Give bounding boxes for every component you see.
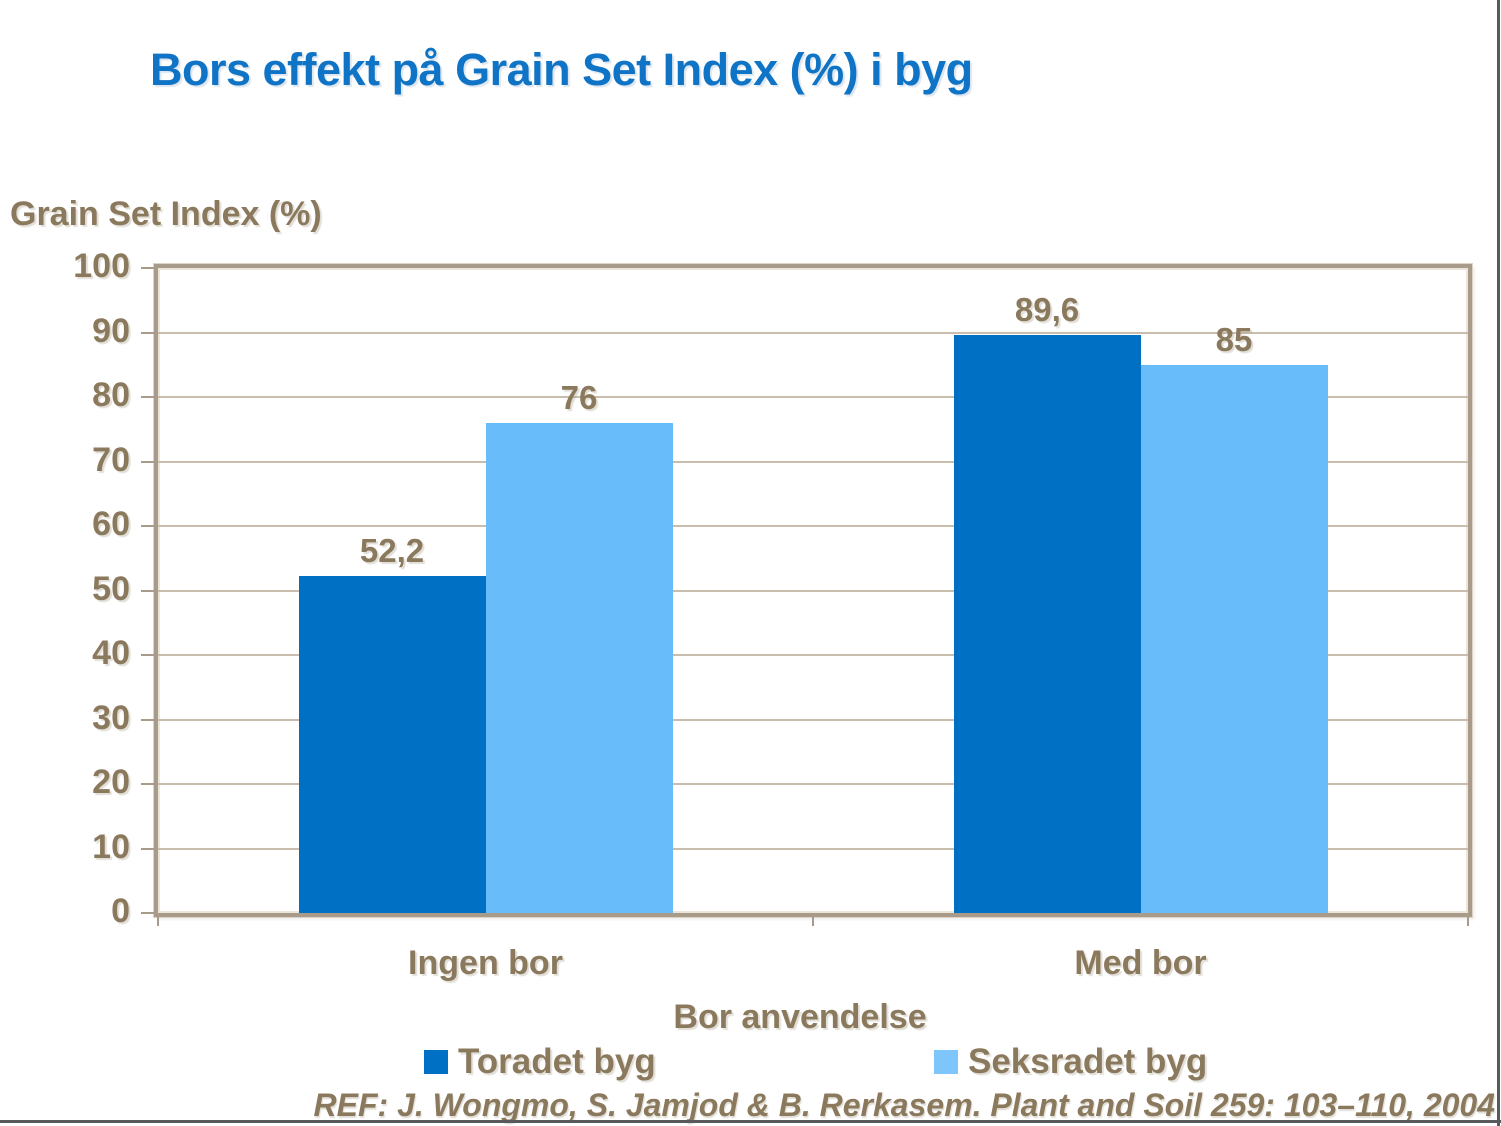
bar bbox=[953, 335, 1141, 913]
y-tick-label: 10 bbox=[92, 827, 130, 866]
y-tick-mark bbox=[141, 267, 154, 269]
bottom-edge-line bbox=[0, 1120, 1501, 1123]
bar-value-label: 52,2 bbox=[359, 532, 425, 570]
x-tick-mark bbox=[1467, 917, 1469, 926]
y-tick-label: 60 bbox=[92, 505, 130, 543]
y-tick-label: 70 bbox=[92, 440, 130, 479]
y-tick-label: 30 bbox=[92, 698, 130, 737]
gridline bbox=[158, 589, 1468, 592]
bar bbox=[298, 576, 486, 913]
bar-value-label: 76 bbox=[560, 378, 598, 416]
gridline bbox=[158, 783, 1468, 785]
y-tick-mark bbox=[141, 718, 154, 721]
y-tick-label: 100 bbox=[73, 247, 130, 285]
reference-text: REF: J. Wongmo, S. Jamjod & B. Rerkasem.… bbox=[313, 1087, 1495, 1123]
y-tick-mark bbox=[141, 589, 154, 592]
legend-swatch bbox=[934, 1050, 958, 1074]
bar-value-label: 85 bbox=[1215, 320, 1253, 358]
y-tick-label: 50 bbox=[92, 569, 130, 608]
y-tick-mark bbox=[141, 460, 154, 463]
gridline bbox=[158, 460, 1468, 463]
gridline bbox=[158, 718, 1468, 721]
bar bbox=[485, 422, 673, 913]
y-tick-label: 0 bbox=[111, 892, 130, 930]
legend-label: Seksradet byg bbox=[968, 1042, 1208, 1081]
legend-item-1: Toradet byg bbox=[424, 1042, 656, 1082]
plot-area: 52,2 76 89,6 85 bbox=[153, 263, 1473, 918]
y-tick-mark bbox=[141, 396, 154, 398]
right-edge-line bbox=[1497, 0, 1500, 1126]
gridline bbox=[158, 331, 1468, 334]
y-tick-mark bbox=[141, 525, 154, 527]
bar-value-label: 89,6 bbox=[1014, 291, 1080, 329]
y-tick-label: 80 bbox=[92, 376, 130, 414]
y-tick-mark bbox=[141, 912, 154, 914]
y-tick-mark bbox=[141, 331, 154, 334]
x-axis-title: Bor anvendelse bbox=[673, 998, 927, 1036]
x-tick-mark bbox=[157, 917, 159, 926]
y-axis-title: Grain Set Index (%) bbox=[10, 195, 322, 233]
gridline bbox=[158, 654, 1468, 656]
y-tick-mark bbox=[141, 783, 154, 785]
x-tick-mark bbox=[812, 917, 814, 926]
plot-inner: 52,2 76 89,6 85 bbox=[158, 268, 1468, 913]
gridline bbox=[158, 396, 1468, 398]
category-label: Ingen bor bbox=[408, 944, 563, 982]
y-tick-label: 90 bbox=[92, 311, 130, 350]
y-tick-label: 20 bbox=[92, 763, 130, 801]
legend-swatch bbox=[424, 1050, 448, 1074]
category-label: Med bor bbox=[1074, 944, 1207, 982]
legend-item-2: Seksradet byg bbox=[934, 1042, 1207, 1082]
gridline bbox=[158, 847, 1468, 850]
y-tick-mark bbox=[141, 654, 154, 656]
y-tick-mark bbox=[141, 847, 154, 850]
page-title: Bors effekt på Grain Set Index (%) i byg bbox=[150, 44, 973, 95]
legend-label: Toradet byg bbox=[458, 1042, 656, 1081]
gridline bbox=[158, 525, 1468, 527]
bar bbox=[1140, 364, 1328, 913]
y-tick-label: 40 bbox=[92, 634, 130, 672]
